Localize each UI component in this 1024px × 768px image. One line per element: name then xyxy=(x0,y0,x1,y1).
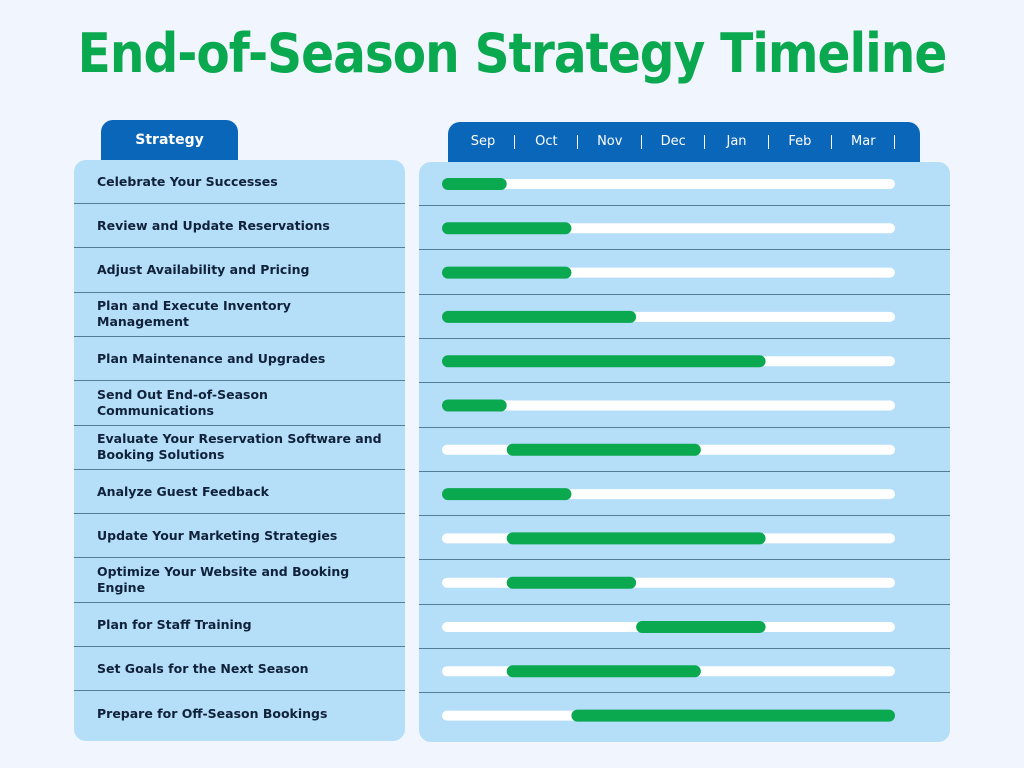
row: Optimize Your Website and Booking Engine xyxy=(74,559,405,603)
row xyxy=(419,295,950,339)
task-label: Evaluate Your Reservation Software and B… xyxy=(97,431,382,463)
row xyxy=(419,162,950,206)
row: Plan and Execute Inventory Management xyxy=(74,293,405,337)
row: Analyze Guest Feedback xyxy=(74,470,405,515)
month-separator xyxy=(514,135,515,149)
row xyxy=(419,472,950,517)
month-separator xyxy=(577,135,579,149)
task-label: Set Goals for the Next Season xyxy=(97,660,309,676)
row: Plan Maintenance and Upgrades xyxy=(74,337,405,382)
month-label: Jan xyxy=(726,134,747,149)
row: Review and Update Reservations xyxy=(74,204,405,249)
month-separator xyxy=(640,135,642,149)
task-label: Update Your Marketing Strategies xyxy=(97,527,338,543)
task-label: Review and Update Reservations xyxy=(97,217,330,233)
bar xyxy=(442,310,637,323)
bar xyxy=(442,488,572,501)
row xyxy=(419,516,950,561)
month-separator xyxy=(704,135,706,149)
row xyxy=(419,206,950,251)
task-label: Prepare for Off-Season Bookings xyxy=(97,705,328,721)
row xyxy=(419,339,950,384)
bar xyxy=(442,222,572,235)
month-separator xyxy=(830,135,832,149)
task-label: Plan Maintenance and Upgrades xyxy=(97,350,326,366)
bar xyxy=(506,443,701,456)
row xyxy=(419,649,950,694)
track xyxy=(442,400,895,411)
bar xyxy=(571,709,895,722)
row: Prepare for Off-Season Bookings xyxy=(74,692,405,736)
task-label: Adjust Availability and Pricing xyxy=(97,262,310,278)
row: Update Your Marketing Strategies xyxy=(74,514,405,559)
month-separator xyxy=(894,135,896,149)
task-label: Send Out End-of-Season Communications xyxy=(97,387,268,418)
row: Evaluate Your Reservation Software and B… xyxy=(74,426,405,470)
row xyxy=(419,605,950,649)
task-label: Analyze Guest Feedback xyxy=(97,483,269,499)
bar xyxy=(506,665,701,678)
row xyxy=(419,428,950,472)
row xyxy=(419,561,950,605)
month-header: Sep Oct Nov Dec Jan Feb Mar xyxy=(448,122,920,166)
task-label: Plan and Execute Inventory Management xyxy=(97,298,291,330)
row xyxy=(419,384,950,428)
bar xyxy=(506,532,766,545)
month-label: Mar xyxy=(851,134,876,149)
row: Plan for Staff Training xyxy=(74,603,405,647)
row: Adjust Availability and Pricing xyxy=(74,249,405,293)
row xyxy=(419,251,950,295)
row: Celebrate Your Successes xyxy=(74,160,405,204)
track xyxy=(442,179,895,189)
month-label: Oct xyxy=(535,134,558,149)
bar xyxy=(636,621,766,633)
month-label: Feb xyxy=(788,134,812,149)
bar xyxy=(442,355,766,368)
chart-title: End-of-Season Strategy Timeline xyxy=(77,22,948,85)
month-label: Dec xyxy=(660,134,686,149)
month-label: Sep xyxy=(470,134,496,149)
bar xyxy=(442,178,507,190)
category-panel: Celebrate Your Successes Review and Updat… xyxy=(74,160,405,741)
bar xyxy=(442,266,572,279)
bar xyxy=(442,399,507,412)
month-separator xyxy=(767,135,769,149)
task-label: Celebrate Your Successes xyxy=(97,173,278,189)
bar xyxy=(506,576,637,589)
category-header: Strategy xyxy=(101,120,238,164)
row: Set Goals for the Next Season xyxy=(74,647,405,692)
row: Send Out End-of-Season Communications xyxy=(74,382,405,426)
task-label: Optimize Your Website and Booking Engine xyxy=(97,564,350,596)
month-label: Nov xyxy=(597,134,623,149)
task-label: Plan for Staff Training xyxy=(97,616,252,632)
